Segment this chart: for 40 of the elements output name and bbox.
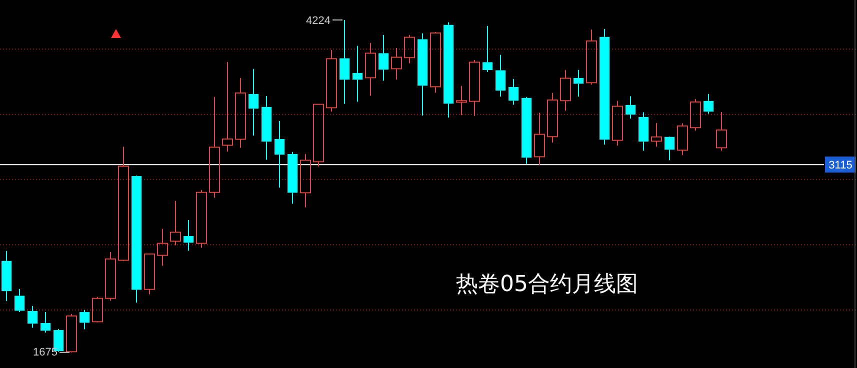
candlestick: [482, 25, 492, 72]
ref-line-label: 3115: [828, 160, 852, 172]
candlestick: [170, 200, 181, 246]
candlestick: [391, 47, 402, 80]
candlestick: [340, 19, 350, 104]
candlestick: [560, 70, 571, 112]
candlestick: [300, 154, 311, 208]
candlestick: [418, 32, 428, 116]
candlestick: [444, 22, 454, 118]
candlestick: [547, 92, 558, 144]
candlestick: [651, 122, 662, 148]
candlestick: [157, 228, 168, 266]
candlestick: [288, 151, 298, 204]
candlestick: [352, 45, 362, 102]
candlestick: [456, 85, 467, 116]
candlestick: [600, 28, 610, 146]
candlestick: [534, 112, 545, 166]
annotation: 1675: [33, 346, 58, 358]
candlestick: [262, 95, 272, 160]
candlestick: [638, 112, 648, 152]
candlestick: [522, 96, 532, 164]
candlestick: [496, 54, 506, 98]
candlestick: [365, 42, 376, 96]
candlestick: [28, 306, 38, 328]
candlestick: [704, 94, 714, 114]
candlestick: [626, 96, 636, 120]
candlestick: [664, 136, 674, 161]
candlestick: [677, 122, 688, 156]
candlestick: [40, 312, 50, 334]
candlestick: [184, 219, 194, 252]
candlestick: [574, 70, 584, 98]
candlestick: [248, 68, 258, 136]
text: 热卷05合约月线图: [456, 272, 638, 297]
candlestick: [274, 120, 284, 188]
candlestick: [508, 78, 518, 106]
candlestick: [2, 250, 12, 302]
candlestick: [132, 176, 142, 304]
candlestick: [378, 34, 388, 82]
annotation: 4224: [306, 14, 330, 27]
candlestick: [80, 309, 90, 330]
